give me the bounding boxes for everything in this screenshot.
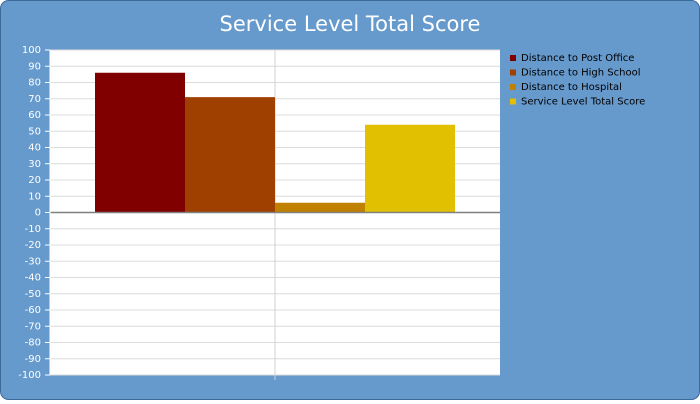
y-tick-label: 90 [28,61,41,72]
legend-label: Distance to Hospital [521,82,622,93]
y-tick-label: -60 [25,305,41,316]
legend-label: Distance to High School [521,68,640,79]
bar [95,72,185,213]
y-tick-label: -30 [25,256,41,267]
y-tick-label: -90 [25,354,41,365]
bar [185,97,275,213]
axis: -100-90-80-70-60-50-40-30-20-10010203040… [18,45,500,381]
y-tick-label: -100 [18,370,41,381]
legend-swatch [510,98,516,105]
y-tick-label: -40 [25,273,41,284]
y-tick-label: 10 [28,191,41,202]
legend-swatch [510,69,516,76]
bar [275,202,365,213]
y-tick-label: 50 [28,126,41,137]
legend-swatch [510,84,516,90]
legend-label: Distance to Post Office [521,53,634,64]
y-tick-label: -10 [25,224,41,235]
y-tick-label: 30 [28,159,41,170]
y-tick-label: 0 [35,208,41,219]
chart-title: Service Level Total Score [220,12,481,36]
bar [365,124,455,213]
y-tick-label: 60 [28,110,41,121]
y-tick-label: -80 [25,338,41,349]
y-tick-label: -20 [25,240,41,251]
legend: Distance to Post Office Distance to High … [510,53,645,108]
y-tick-label: 80 [28,78,41,89]
y-tick-label: 20 [28,175,41,186]
y-tick-label: 70 [28,94,41,105]
legend-swatch [510,55,516,61]
y-tick-label: -50 [25,289,41,300]
bars [95,72,455,213]
y-tick-label: 40 [28,143,41,154]
y-tick-label: 100 [22,45,41,56]
legend-label: Service Level Total Score [521,97,645,108]
y-tick-label: -70 [25,321,41,332]
